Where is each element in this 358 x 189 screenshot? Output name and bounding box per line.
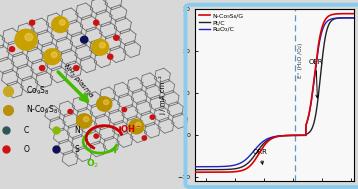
Circle shape <box>68 109 72 114</box>
Text: ORR: ORR <box>253 149 268 164</box>
Circle shape <box>83 117 89 122</box>
Circle shape <box>44 49 61 65</box>
Circle shape <box>51 52 57 57</box>
Circle shape <box>108 54 113 59</box>
Circle shape <box>39 66 45 70</box>
Circle shape <box>74 66 79 70</box>
Text: C: C <box>24 126 29 135</box>
Circle shape <box>122 108 126 112</box>
Circle shape <box>15 29 37 50</box>
Text: N-Co$_9$S$_8$: N-Co$_9$S$_8$ <box>26 103 58 116</box>
Circle shape <box>97 97 112 111</box>
Text: OER: OER <box>309 59 323 98</box>
Circle shape <box>59 20 65 25</box>
Circle shape <box>92 39 109 55</box>
Text: NH$_3$ plasma: NH$_3$ plasma <box>61 61 96 101</box>
Y-axis label: j / mA cm⁻²: j / mA cm⁻² <box>159 76 166 115</box>
Legend: N-Co₉S₈/G, Pt/C, RuO₂/C: N-Co₉S₈/G, Pt/C, RuO₂/C <box>198 13 244 33</box>
Text: O: O <box>24 145 30 154</box>
Text: S: S <box>74 145 79 154</box>
Circle shape <box>142 136 146 140</box>
Circle shape <box>103 100 109 105</box>
Circle shape <box>9 47 15 52</box>
Circle shape <box>94 20 99 25</box>
Circle shape <box>136 122 141 127</box>
Circle shape <box>81 36 88 43</box>
Circle shape <box>114 35 119 40</box>
Text: Co$_9$S$_8$: Co$_9$S$_8$ <box>26 84 50 97</box>
Text: E° (H₂O /O₂): E° (H₂O /O₂) <box>298 43 303 78</box>
Circle shape <box>94 134 98 138</box>
Text: N: N <box>74 126 80 135</box>
Circle shape <box>25 33 33 41</box>
Circle shape <box>29 20 35 25</box>
Circle shape <box>100 43 105 48</box>
Circle shape <box>77 114 92 128</box>
Text: O$_2$: O$_2$ <box>86 157 100 170</box>
Circle shape <box>52 17 69 33</box>
Circle shape <box>129 119 144 134</box>
Text: OH$^-$: OH$^-$ <box>120 123 142 134</box>
Circle shape <box>150 115 155 119</box>
